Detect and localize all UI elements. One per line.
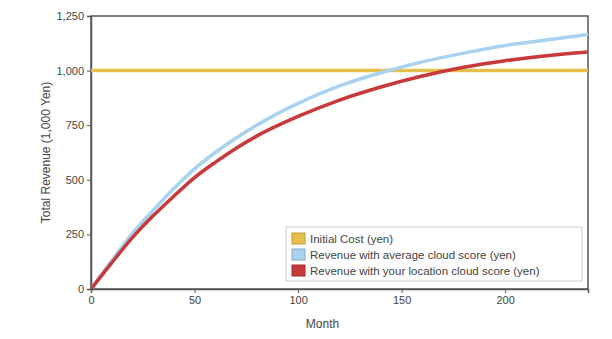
legend-swatch: [292, 265, 305, 276]
y-tick-mark: [87, 234, 91, 235]
y-tick-mark: [87, 289, 91, 290]
x-axis-title: Month: [306, 317, 339, 331]
y-tick: 1,250: [56, 10, 91, 22]
legend-swatch: [292, 249, 305, 260]
x-tick: 0: [88, 289, 94, 306]
y-tick-label: 1,000: [56, 65, 84, 77]
y-tick-mark: [87, 16, 91, 17]
series-line: [91, 52, 588, 289]
y-tick: 250: [66, 228, 91, 240]
y-tick: 500: [66, 174, 91, 186]
x-tick: 50: [189, 289, 201, 306]
y-tick-mark: [87, 125, 91, 126]
y-axis: 0 250 500 750 1,000 1,250: [56, 10, 91, 295]
x-tick-label: 150: [393, 294, 411, 306]
y-tick-label: 750: [66, 119, 84, 131]
x-tick-mark: [195, 289, 196, 293]
y-tick-mark: [87, 71, 91, 72]
series-line: [91, 35, 588, 289]
x-axis-line: [92, 290, 589, 294]
x-tick-label: 0: [88, 294, 94, 306]
plot-frame: [91, 16, 588, 289]
y-tick-label: 0: [78, 283, 84, 295]
legend-item: Revenue with your location cloud score (…: [292, 265, 540, 277]
legend-box: [286, 227, 582, 281]
y-axis-line: [87, 17, 92, 290]
legend: Initial Cost (yen) Revenue with average c…: [286, 227, 582, 281]
y-tick-label: 500: [66, 174, 84, 186]
y-tick-label: 250: [66, 228, 84, 240]
legend-label: Revenue with average cloud score (yen): [310, 249, 516, 261]
x-tick-label: 200: [496, 294, 514, 306]
legend-item: Initial Cost (yen): [292, 233, 393, 245]
legend-item: Revenue with average cloud score (yen): [292, 249, 516, 261]
x-tick: 150: [393, 289, 411, 306]
x-tick-mark: [505, 289, 506, 293]
y-tick: 0: [78, 283, 91, 295]
series-line: [91, 69, 588, 73]
x-tick-mark: [402, 289, 403, 293]
y-tick: 750: [66, 119, 91, 131]
legend-swatch: [292, 233, 305, 244]
y-tick-mark: [87, 180, 91, 181]
x-tick-label: 100: [289, 294, 307, 306]
x-tick-mark: [298, 289, 299, 293]
y-axis-title: Total Revenue (1,000 Yen): [39, 82, 53, 223]
y-tick: 1,000: [56, 65, 91, 77]
x-tick-label: 50: [189, 294, 201, 306]
chart: 0 50 100 150 200 0 250 500 750 1,000 1,250 Initial …: [0, 0, 612, 339]
x-tick: 200: [496, 289, 514, 306]
legend-label: Initial Cost (yen): [310, 233, 393, 245]
plot: 0 50 100 150 200 0 250 500 750 1,000 1,250 Initial …: [56, 10, 588, 306]
series-group: [91, 35, 588, 289]
legend-label: Revenue with your location cloud score (…: [310, 265, 540, 277]
x-tick: 100: [289, 289, 307, 306]
x-axis: 0 50 100 150 200: [88, 289, 588, 306]
y-tick-label: 1,250: [56, 10, 84, 22]
